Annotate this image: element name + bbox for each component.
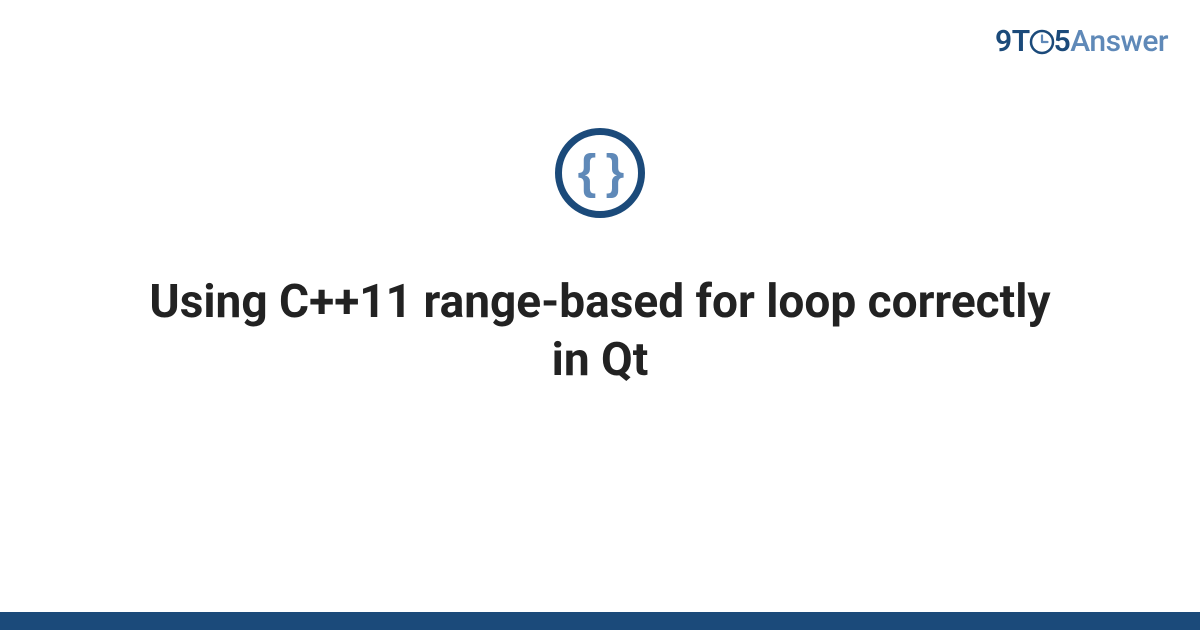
logo-t: T — [1012, 24, 1030, 59]
footer-bar — [0, 612, 1200, 630]
logo-five: 5 — [1054, 24, 1071, 59]
logo-answer: Answer — [1070, 24, 1168, 59]
page-title: Using C++11 range-based for loop correct… — [100, 274, 1100, 389]
logo-nine: 9 — [995, 24, 1012, 59]
category-icon-ring: { } — [555, 128, 645, 218]
braces-icon: { } — [578, 149, 623, 197]
main-content: { } Using C++11 range-based for loop cor… — [0, 128, 1200, 389]
clock-icon — [1029, 29, 1055, 55]
site-logo: 9T5Answer — [995, 24, 1168, 59]
